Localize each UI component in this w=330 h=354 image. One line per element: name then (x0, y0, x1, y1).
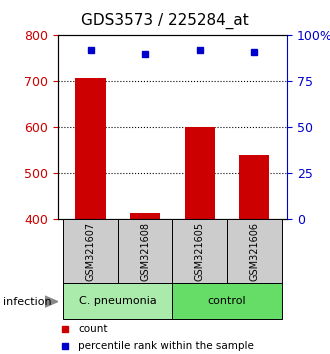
Text: C. pneumonia: C. pneumonia (79, 296, 157, 306)
Text: GSM321605: GSM321605 (195, 222, 205, 281)
Text: GSM321606: GSM321606 (249, 222, 259, 281)
Bar (239, 155, 269, 219)
Text: GSM321607: GSM321607 (85, 222, 95, 281)
Bar (130, 213, 160, 219)
Bar (76, 78, 106, 219)
Bar (63, 219, 118, 283)
Text: count: count (79, 324, 108, 333)
Bar (172, 283, 281, 319)
Text: GSM321608: GSM321608 (140, 222, 150, 281)
Bar (227, 219, 281, 283)
Bar (172, 219, 227, 283)
Polygon shape (45, 296, 58, 307)
Text: control: control (208, 296, 246, 306)
Bar (63, 283, 172, 319)
Bar (118, 219, 172, 283)
Bar (185, 126, 215, 219)
Text: infection: infection (3, 297, 52, 307)
Text: percentile rank within the sample: percentile rank within the sample (79, 341, 254, 351)
Text: GDS3573 / 225284_at: GDS3573 / 225284_at (81, 12, 249, 29)
